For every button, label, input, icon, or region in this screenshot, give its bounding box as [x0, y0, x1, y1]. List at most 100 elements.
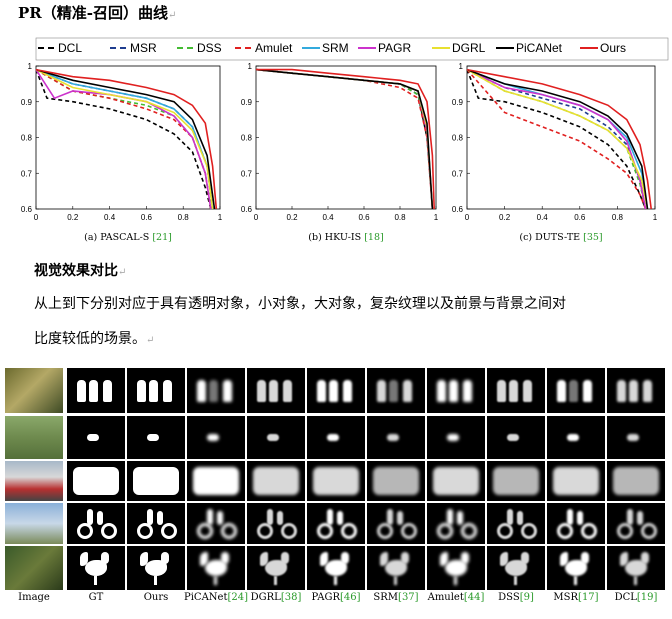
description-line-1: 从上到下分别对应于具有透明对象，小对象，大对象，复杂纹理以及前景与背景之间对: [34, 296, 566, 312]
wheel-mask: [401, 523, 417, 539]
rider-mask: [447, 509, 453, 525]
bus-mask: [553, 467, 599, 495]
column-caption-ref: [44]: [463, 592, 485, 603]
saliency-map-bus: [187, 461, 245, 501]
series-line-picanet: [35, 68, 216, 210]
y-tick-label: 0.8: [452, 134, 464, 143]
bus-mask: [373, 467, 419, 495]
saliency-map-bus: [427, 461, 485, 501]
x-tick-label: 0.2: [499, 213, 511, 222]
rooster-body-mask: [385, 560, 407, 576]
legend-label: DGRL: [452, 41, 486, 55]
wheel-mask: [281, 523, 297, 539]
wheel-mask: [317, 523, 333, 539]
rooster-head-mask: [341, 552, 349, 564]
bottle-mask: [77, 380, 86, 402]
wheel-mask: [617, 523, 633, 539]
pr-chart-2: 0.6 0.7 0.8 0.9 1 0 0.2 0.4 0.6 0.8 1 (b) HKU-IS [1…: [241, 62, 439, 243]
pr-curve-heading: PR（精准-召回）曲线↵: [18, 2, 176, 23]
saliency-map-bottles: [67, 368, 125, 413]
wheel-mask: [197, 523, 213, 539]
saliency-map-rooster: [307, 546, 365, 590]
legend-entry-msr: MSR: [110, 41, 157, 55]
rooster-tail-mask: [620, 552, 628, 566]
bottle-mask: [569, 380, 578, 402]
wheel-mask: [161, 523, 177, 539]
legend-entry-srm: SRM: [302, 41, 349, 55]
rooster-head-mask: [221, 552, 229, 564]
chart-legend: DCL MSR DSS Amulet SRM PAGR DGRL PiCANet Ours: [35, 37, 669, 61]
saliency-map-rooster: [247, 546, 305, 590]
rider-mask: [207, 509, 213, 525]
rider-mask: [397, 511, 403, 525]
saliency-map-rooster: [427, 546, 485, 590]
legend-entry-ours: Ours: [580, 41, 626, 55]
rooster-tail-mask: [260, 552, 268, 566]
series-line-ours: [466, 68, 652, 210]
object-mask: [387, 434, 399, 441]
y-tick-label: 0.7: [452, 169, 464, 178]
legend-label: SRM: [322, 41, 349, 55]
column-caption-text: DSS: [498, 592, 520, 603]
object-mask: [267, 434, 279, 441]
saliency-map-small-object: [247, 416, 305, 459]
x-tick-label: 0.8: [394, 213, 406, 222]
wheel-mask: [461, 523, 477, 539]
bottle-mask: [317, 380, 326, 402]
legend-label: PiCANet: [516, 41, 563, 55]
series-line-amulet: [466, 69, 647, 210]
bottle-mask: [389, 380, 398, 402]
rooster-tail-mask: [560, 552, 568, 566]
column-caption-text: Ours: [143, 592, 169, 603]
pr-chart-1: 0.6 0.7 0.8 0.9 1 0 0.2 0.4 0.6 0.8 1 (a) PASCAL-S …: [21, 62, 223, 243]
rooster-head-mask: [101, 552, 109, 564]
rooster-head-mask: [281, 552, 289, 564]
object-mask: [147, 434, 159, 441]
x-tick-label: 0: [254, 213, 259, 222]
rider-mask: [157, 511, 163, 525]
legend-entry-amulet: Amulet: [235, 41, 293, 55]
x-tick-label: 0.4: [322, 213, 334, 222]
bottle-mask: [463, 380, 472, 402]
bottle-mask: [149, 380, 158, 402]
y-tick-label: 1: [459, 62, 464, 71]
rooster-head-mask: [641, 552, 649, 564]
saliency-map-small-object: [127, 416, 185, 459]
column-caption: Image: [0, 592, 69, 603]
x-tick-label: 0: [34, 213, 39, 222]
saliency-map-rooster: [367, 546, 425, 590]
wheel-mask: [557, 523, 573, 539]
pr-chart-3: 0.6 0.7 0.8 0.9 1 0 0.2 0.4 0.6 0.8 1 (c) DUTS-TE […: [452, 62, 658, 243]
rooster-tail-mask: [80, 552, 88, 566]
rider-mask: [337, 511, 343, 525]
saliency-map-bottles: [247, 368, 305, 413]
bottle-mask: [283, 380, 292, 402]
rooster-head-mask: [161, 552, 169, 564]
wheel-mask: [221, 523, 237, 539]
bus-mask: [613, 467, 659, 495]
bottle-mask: [557, 380, 566, 402]
object-mask: [447, 434, 459, 441]
bottle-mask: [403, 380, 412, 402]
series-line-amulet: [255, 68, 434, 210]
bottle-mask: [329, 380, 338, 402]
y-tick-label: 0.6: [452, 205, 464, 214]
wheel-mask: [521, 523, 537, 539]
x-tick-label: 0.2: [67, 213, 79, 222]
saliency-map-bicycle: [547, 503, 605, 544]
input-image-rooster: [5, 546, 63, 590]
y-tick-label: 0.8: [241, 134, 253, 143]
bottle-mask: [629, 380, 638, 402]
bus-mask: [313, 467, 359, 495]
bottle-mask: [269, 380, 278, 402]
saliency-map-bottles: [187, 368, 245, 413]
column-caption-ref: [38]: [280, 592, 302, 603]
rider-mask: [637, 511, 643, 525]
rider-mask: [577, 511, 583, 525]
series-line-dss: [255, 68, 434, 210]
saliency-map-small-object: [427, 416, 485, 459]
rooster-leg-mask: [154, 576, 157, 585]
wheel-mask: [377, 523, 393, 539]
x-tick-label: 0.4: [537, 213, 549, 222]
saliency-map-small-object: [607, 416, 665, 459]
